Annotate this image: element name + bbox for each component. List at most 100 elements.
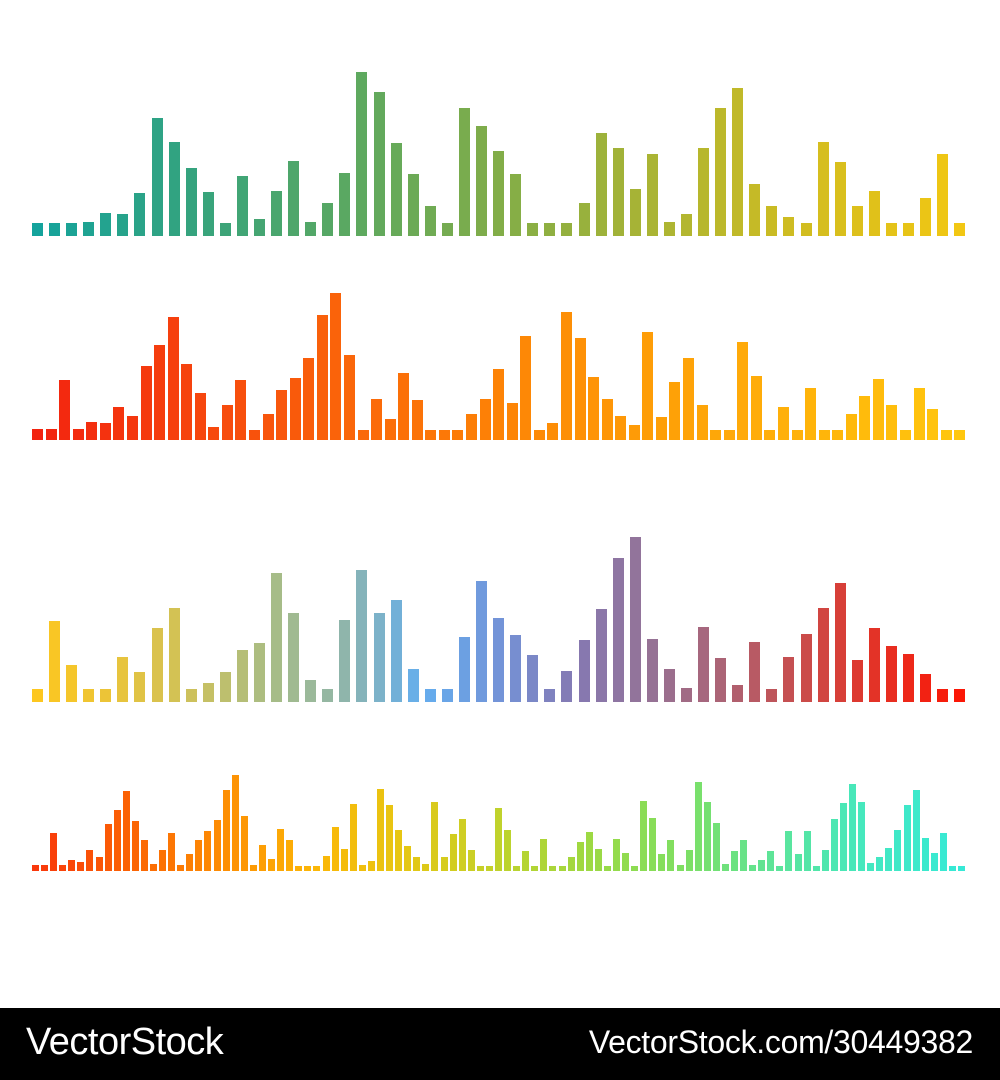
equalizer-bar bbox=[249, 865, 257, 871]
sound-wave-row-3 bbox=[32, 532, 966, 702]
vectorstock-image-url-text: VectorStock.com/30449382 bbox=[588, 1023, 973, 1060]
equalizer-bar bbox=[649, 818, 657, 871]
equalizer-bar bbox=[817, 608, 829, 702]
equalizer-bar bbox=[937, 689, 949, 702]
equalizer-bar bbox=[356, 72, 368, 236]
equalizer-bar bbox=[948, 866, 956, 871]
equalizer-bar bbox=[422, 864, 430, 871]
equalizer-bar bbox=[740, 840, 748, 871]
equalizer-bar bbox=[698, 148, 710, 236]
equalizer-bar bbox=[696, 405, 708, 440]
equalizer-bar bbox=[560, 312, 572, 440]
equalizer-bar bbox=[506, 403, 518, 440]
equalizer-bar bbox=[872, 379, 884, 440]
equalizer-bar bbox=[100, 213, 112, 236]
equalizer-bar bbox=[222, 790, 230, 871]
equalizer-bar bbox=[527, 655, 539, 702]
equalizer-bar bbox=[851, 206, 863, 236]
equalizer-bar bbox=[957, 866, 965, 871]
equalizer-bar bbox=[680, 688, 692, 702]
equalizer-bar bbox=[49, 223, 61, 236]
equalizer-bar bbox=[357, 430, 369, 440]
equalizer-bar bbox=[126, 416, 138, 440]
equalizer-bar bbox=[168, 142, 180, 236]
equalizer-bar bbox=[732, 685, 744, 702]
equalizer-bar bbox=[59, 380, 71, 440]
equalizer-bar bbox=[574, 338, 586, 440]
equalizer-bar bbox=[140, 840, 148, 871]
equalizer-bar bbox=[885, 848, 893, 871]
equalizer-bar bbox=[134, 193, 146, 236]
equalizer-bar bbox=[66, 223, 78, 236]
equalizer-bar bbox=[83, 689, 95, 702]
equalizer-bar bbox=[527, 223, 539, 236]
equalizer-bar bbox=[544, 689, 556, 702]
equalizer-bar bbox=[240, 816, 248, 871]
equalizer-bar bbox=[271, 191, 283, 236]
equalizer-bar bbox=[783, 657, 795, 702]
equalizer-bar bbox=[832, 430, 844, 440]
equalizer-bar bbox=[177, 865, 185, 871]
equalizer-bar bbox=[236, 650, 248, 702]
equalizer-bar bbox=[231, 775, 239, 871]
equalizer-bar bbox=[576, 842, 584, 871]
equalizer-bar bbox=[812, 866, 820, 871]
equalizer-bar bbox=[339, 173, 351, 236]
equalizer-bar bbox=[386, 805, 394, 871]
sound-wave-row-4 bbox=[32, 771, 966, 871]
equalizer-bar bbox=[939, 833, 947, 871]
equalizer-bar bbox=[95, 857, 103, 871]
equalizer-bar bbox=[467, 850, 475, 871]
equalizer-bar bbox=[466, 414, 477, 440]
equalizer-bar bbox=[32, 223, 43, 236]
equalizer-bar bbox=[750, 376, 762, 440]
equalizer-bar bbox=[930, 853, 938, 871]
equalizer-bar bbox=[236, 176, 248, 236]
equalizer-bar bbox=[50, 833, 58, 871]
equalizer-bar bbox=[458, 637, 470, 702]
equalizer-bar bbox=[316, 315, 328, 440]
equalizer-bar bbox=[313, 866, 321, 871]
equalizer-bar bbox=[390, 143, 402, 236]
equalizer-bar bbox=[131, 821, 139, 871]
equalizer-bar bbox=[72, 429, 84, 440]
equalizer-bar bbox=[522, 851, 530, 871]
equalizer-bar bbox=[776, 866, 784, 871]
equalizer-bar bbox=[783, 217, 795, 236]
equalizer-bar bbox=[185, 689, 197, 702]
equalizer-bar bbox=[339, 620, 351, 702]
equalizer-bar bbox=[276, 390, 288, 440]
equalizer-bar bbox=[531, 866, 539, 871]
equalizer-bar bbox=[438, 430, 450, 440]
equalizer-bar bbox=[150, 864, 158, 871]
equalizer-bar bbox=[151, 118, 163, 236]
equalizer-bar bbox=[476, 126, 488, 236]
equalizer-bar bbox=[612, 558, 624, 702]
equalizer-bar bbox=[45, 429, 57, 440]
equalizer-bar bbox=[547, 423, 559, 440]
equalizer-bar bbox=[117, 214, 129, 236]
equalizer-bar bbox=[715, 658, 727, 702]
equalizer-bar bbox=[343, 355, 355, 440]
equalizer-bar bbox=[561, 671, 573, 702]
equalizer-bar bbox=[834, 583, 846, 702]
equalizer-bar bbox=[41, 865, 49, 871]
equalizer-bar bbox=[612, 148, 624, 236]
equalizer-bar bbox=[767, 851, 775, 871]
equalizer-bar bbox=[510, 174, 522, 236]
equalizer-bar bbox=[558, 866, 566, 871]
equalizer-bar bbox=[213, 820, 221, 871]
equalizer-bar bbox=[858, 802, 866, 871]
equalizer-bar bbox=[168, 608, 180, 702]
equalizer-bar bbox=[271, 573, 283, 702]
equalizer-bar bbox=[411, 400, 423, 440]
equalizer-bar bbox=[322, 689, 334, 702]
equalizer-bar bbox=[595, 133, 607, 236]
equalizer-bar bbox=[340, 849, 348, 871]
equalizer-bar bbox=[479, 399, 491, 440]
equalizer-bar bbox=[331, 827, 339, 871]
equalizer-bar bbox=[66, 665, 78, 702]
equalizer-bar bbox=[839, 803, 847, 871]
equalizer-bar bbox=[349, 804, 357, 871]
